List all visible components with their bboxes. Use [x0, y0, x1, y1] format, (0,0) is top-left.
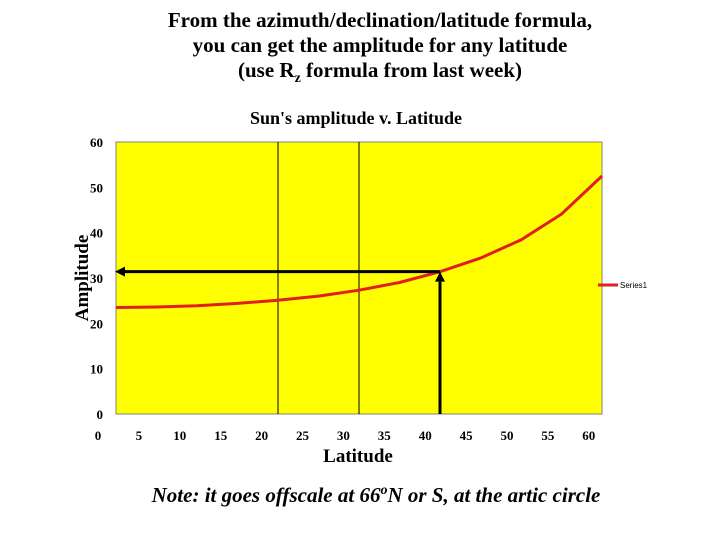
y-tick-label: 60: [90, 135, 103, 150]
x-axis-ticks: 0 5 10 15 20 25 30 35 40 45 50 55 60: [95, 428, 596, 443]
footnote-end: N or S, at the artic circle: [387, 483, 601, 507]
series-line-series1: [115, 174, 604, 309]
arrow-head-left: [115, 266, 125, 277]
x-tick-label: 35: [378, 428, 392, 443]
x-tick-label: 30: [337, 428, 350, 443]
x-tick-label: 60: [582, 428, 595, 443]
footnote: Note: it goes offscale at 66oN or S, at …: [0, 483, 720, 508]
slide-title-line-2: you can get the amplitude for any latitu…: [192, 33, 568, 57]
x-tick-label: 45: [460, 428, 474, 443]
footnote-degree-sup: o: [380, 483, 388, 498]
y-tick-label: 50: [90, 180, 103, 195]
legend-label: Series1: [620, 281, 648, 290]
x-tick-label: 55: [541, 428, 555, 443]
x-tick-label: 25: [296, 428, 310, 443]
y-tick-label: 30: [90, 271, 103, 286]
x-axis-label: Latitude: [323, 446, 393, 467]
y-tick-label: 40: [90, 226, 103, 241]
slide-title-line-3-start: (use R: [237, 58, 295, 82]
x-tick-label: 20: [255, 428, 268, 443]
x-tick-label: 0: [95, 428, 102, 443]
y-tick-label: 0: [97, 407, 104, 422]
gridlines: [277, 142, 360, 414]
y-axis-label: Amplitude: [72, 235, 93, 322]
x-tick-label: 50: [501, 428, 514, 443]
slide-title-line-3-end: formula from last week): [300, 58, 523, 82]
slide-title-line-3: (use Rz formula from last week): [0, 58, 720, 91]
slide-title-subscript: z: [294, 71, 301, 87]
x-tick-label: 40: [419, 428, 432, 443]
slide-title-line-1: From the azimuth/declination/latitude fo…: [167, 8, 593, 32]
x-tick-label: 15: [214, 428, 228, 443]
slide-title: From the azimuth/declination/latitude fo…: [0, 8, 720, 91]
chart-title: Sun's amplitude v. Latitude: [250, 108, 462, 128]
footnote-start: Note: it goes offscale at 66: [151, 483, 381, 507]
y-tick-label: 10: [90, 362, 103, 377]
x-tick-label: 5: [136, 428, 143, 443]
y-tick-label: 20: [90, 316, 103, 331]
x-tick-label: 10: [173, 428, 186, 443]
y-axis-ticks: 0 10 20 30 40 50 60: [90, 135, 103, 422]
legend: Series1: [598, 281, 648, 290]
latitude-40-arrow: [115, 266, 445, 414]
arrow-head-up: [435, 271, 445, 282]
